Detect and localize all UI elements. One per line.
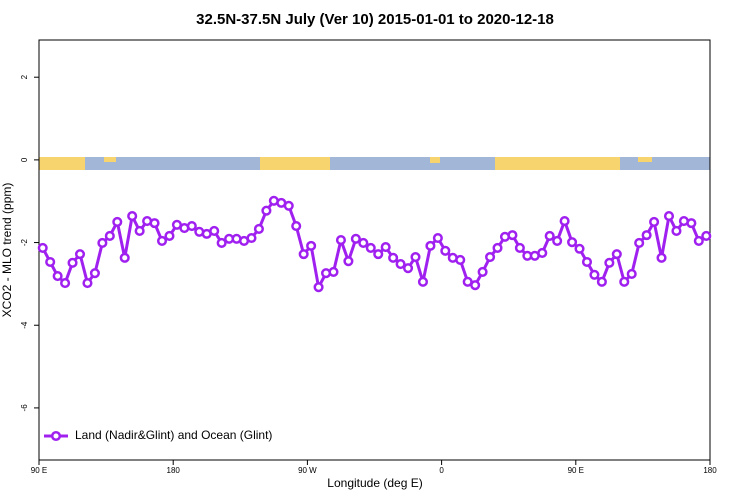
chart-title: 32.5N-37.5N July (Ver 10) 2015-01-01 to … xyxy=(196,11,554,28)
data-point xyxy=(559,216,570,227)
data-point xyxy=(343,256,354,267)
data-point xyxy=(485,251,496,263)
x-tick-label: 90 W xyxy=(298,466,317,475)
data-point xyxy=(537,247,548,258)
data-point xyxy=(693,235,704,246)
data-point xyxy=(477,266,488,277)
x-tick-label: 90 E xyxy=(568,466,584,475)
data-point xyxy=(127,211,138,222)
data-point xyxy=(52,270,63,282)
data-point xyxy=(686,218,697,229)
data-point xyxy=(470,280,481,291)
data-point xyxy=(60,278,71,289)
data-point xyxy=(388,252,399,263)
x-tick-label: 180 xyxy=(703,466,717,475)
data-point xyxy=(395,259,406,270)
data-point xyxy=(544,230,555,241)
data-point xyxy=(283,200,294,211)
data-point xyxy=(656,252,667,263)
y-tick-label: -4 xyxy=(20,321,29,329)
data-point xyxy=(701,230,712,241)
y-tick-label: -2 xyxy=(20,238,29,246)
x-axis-label: Longitude (deg E) xyxy=(327,476,422,490)
data-point xyxy=(440,245,451,256)
data-point xyxy=(291,220,302,232)
data-point xyxy=(596,276,607,287)
y-tick-label: -6 xyxy=(20,404,29,412)
data-point xyxy=(589,269,600,280)
data-point xyxy=(89,268,100,279)
data-point xyxy=(74,249,86,260)
data-point xyxy=(403,263,414,274)
data-point xyxy=(186,220,197,232)
x-tick-label: 0 xyxy=(439,466,444,475)
data-point xyxy=(112,216,123,227)
data-point xyxy=(410,251,421,263)
data-point xyxy=(82,278,93,289)
data-point xyxy=(663,211,675,222)
data-point xyxy=(261,205,272,216)
data-point xyxy=(567,237,578,248)
data-point xyxy=(373,249,384,260)
data-point xyxy=(164,230,175,241)
data-point xyxy=(380,242,391,253)
data-point xyxy=(209,225,220,237)
data-point xyxy=(149,218,160,229)
y-axis-label: XCO2 - MLO trend (ppm) xyxy=(0,183,14,318)
x-tick-label: 180 xyxy=(167,466,181,475)
data-point xyxy=(619,276,630,287)
data-point xyxy=(350,233,361,244)
legend-marker xyxy=(50,430,62,442)
data-point xyxy=(365,242,376,253)
y-tick-label: 0 xyxy=(20,157,29,162)
data-point xyxy=(306,240,317,251)
y-tick-label: 2 xyxy=(20,74,29,79)
data-point xyxy=(246,232,257,244)
legend-label: Land (Nadir&Glint) and Ocean (Glint) xyxy=(75,428,272,442)
data-point xyxy=(313,282,324,293)
data-point xyxy=(298,249,309,260)
data-point xyxy=(97,237,108,249)
data-point xyxy=(119,252,130,263)
land-ocean-strip xyxy=(39,157,710,170)
data-point xyxy=(432,232,443,244)
x-tick-label: 90 E xyxy=(31,466,47,475)
data-point xyxy=(253,223,264,234)
data-point xyxy=(104,230,115,241)
data-point xyxy=(455,254,466,265)
data-point xyxy=(552,235,563,246)
data-point xyxy=(328,266,339,277)
data-point xyxy=(37,242,48,253)
data-point xyxy=(634,237,645,249)
data-point xyxy=(134,225,145,237)
data-point xyxy=(611,249,622,260)
data-point xyxy=(156,235,168,246)
data-point xyxy=(67,257,78,268)
data-point xyxy=(417,276,429,287)
data-point xyxy=(671,225,682,237)
data-point xyxy=(358,237,369,249)
data-point xyxy=(492,242,503,253)
data-point xyxy=(649,216,660,227)
data-point xyxy=(216,237,227,249)
data-point xyxy=(45,256,56,268)
data-point xyxy=(425,240,436,251)
data-point xyxy=(574,243,585,254)
data-point xyxy=(641,230,652,241)
series-line xyxy=(41,199,708,292)
data-point xyxy=(335,235,347,246)
data-point xyxy=(581,256,593,268)
data-point xyxy=(507,230,518,241)
data-point xyxy=(514,242,525,253)
data-point xyxy=(604,257,615,268)
data-point xyxy=(626,268,637,280)
